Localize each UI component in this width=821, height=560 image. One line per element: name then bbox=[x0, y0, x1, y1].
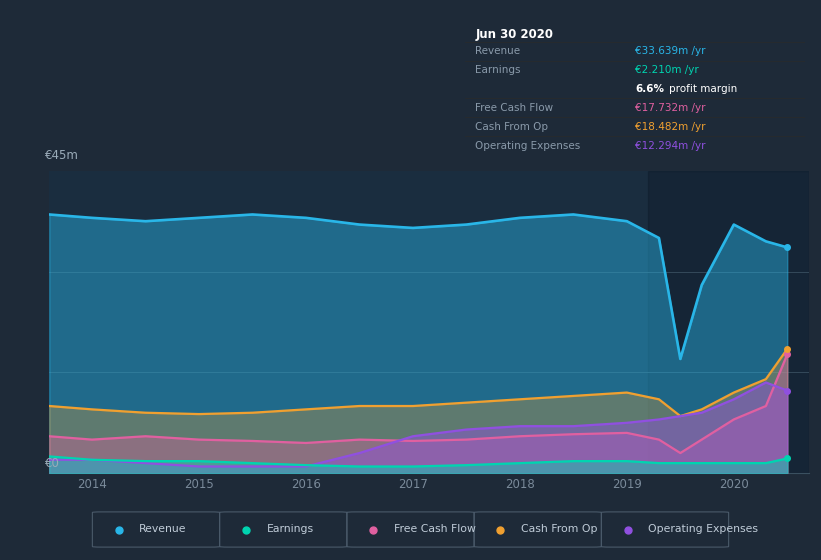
Text: Cash From Op: Cash From Op bbox=[475, 122, 548, 132]
Text: €0: €0 bbox=[45, 458, 60, 470]
Text: €33.639m /yr: €33.639m /yr bbox=[635, 46, 705, 56]
Text: 6.6%: 6.6% bbox=[635, 84, 664, 94]
Text: Cash From Op: Cash From Op bbox=[521, 525, 598, 534]
Text: Free Cash Flow: Free Cash Flow bbox=[475, 103, 553, 113]
Bar bbox=[649, 171, 809, 473]
Text: Jun 30 2020: Jun 30 2020 bbox=[475, 28, 553, 41]
Text: €17.732m /yr: €17.732m /yr bbox=[635, 103, 705, 113]
Text: €45m: €45m bbox=[45, 150, 79, 162]
Text: €12.294m /yr: €12.294m /yr bbox=[635, 141, 705, 151]
Text: Earnings: Earnings bbox=[475, 65, 521, 75]
Text: Operating Expenses: Operating Expenses bbox=[475, 141, 580, 151]
Text: €2.210m /yr: €2.210m /yr bbox=[635, 65, 699, 75]
Text: €18.482m /yr: €18.482m /yr bbox=[635, 122, 705, 132]
Text: Revenue: Revenue bbox=[140, 525, 186, 534]
Text: Revenue: Revenue bbox=[475, 46, 521, 56]
Text: Earnings: Earnings bbox=[266, 525, 314, 534]
Text: Free Cash Flow: Free Cash Flow bbox=[394, 525, 475, 534]
Text: Operating Expenses: Operating Expenses bbox=[649, 525, 758, 534]
Text: profit margin: profit margin bbox=[669, 84, 737, 94]
